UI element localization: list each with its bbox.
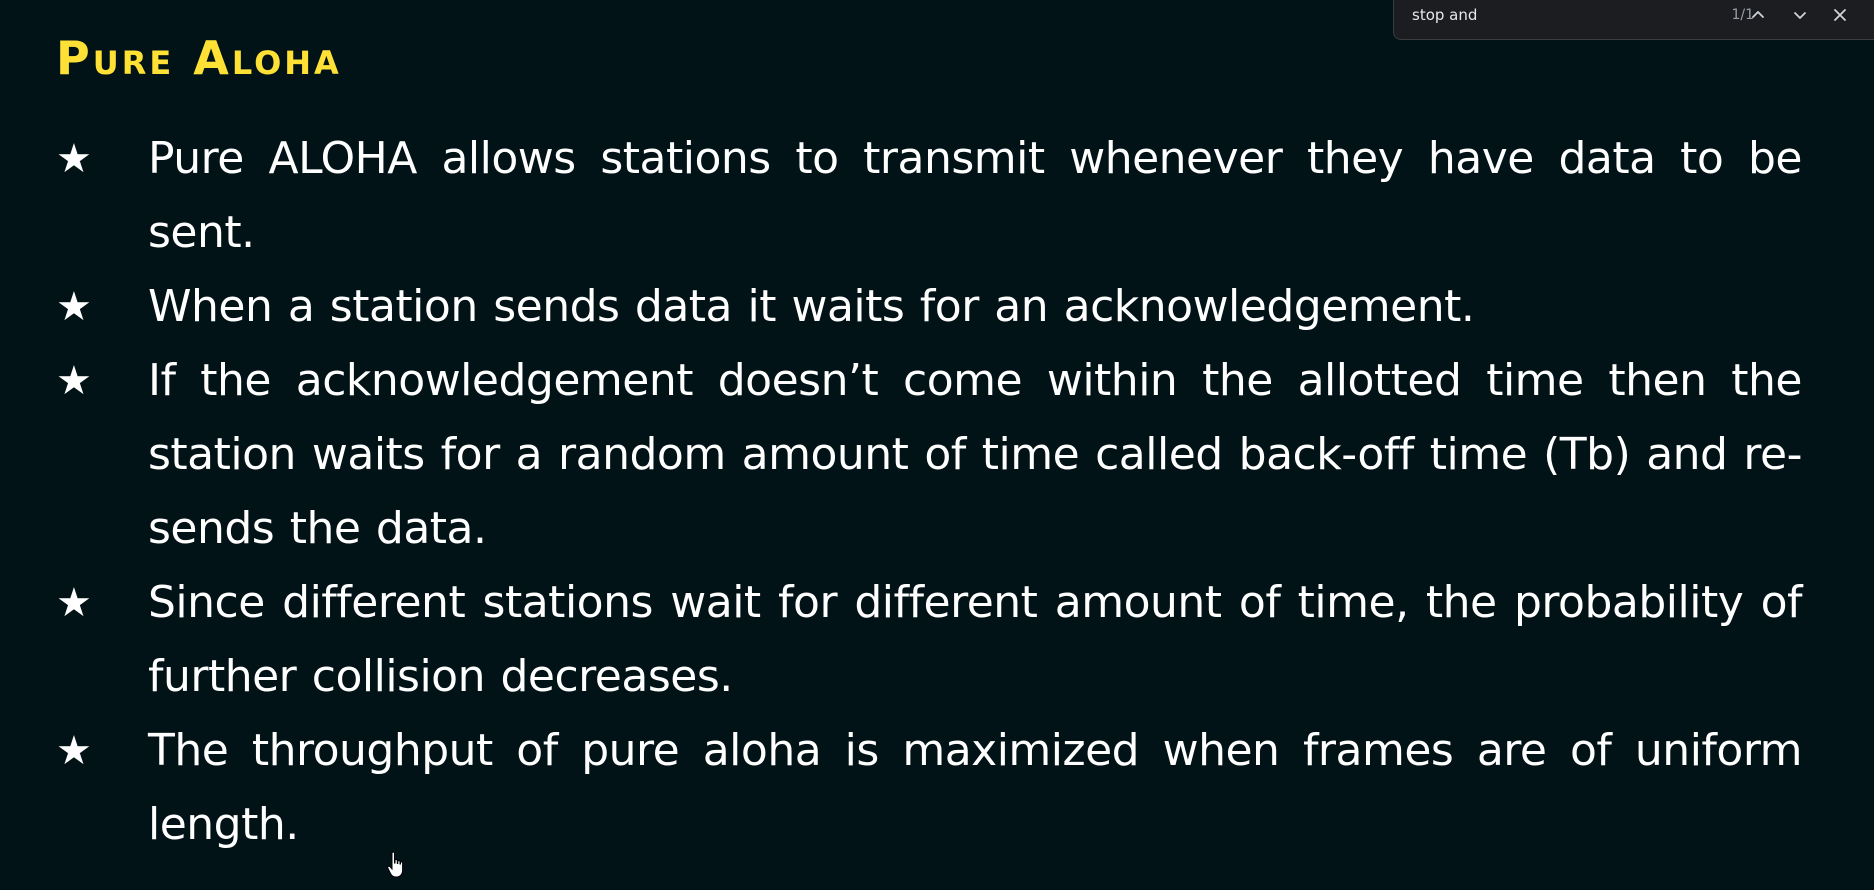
find-match-count: 1/1 [1731, 7, 1754, 23]
star-icon: ★ [56, 358, 92, 404]
hand-cursor-icon [387, 851, 404, 878]
find-previous-button[interactable] [1744, 1, 1772, 29]
bullet-text: Since different stations wait for differ… [148, 577, 1803, 702]
chevron-up-icon [1752, 11, 1764, 18]
slide-title: Pure aloha [56, 31, 342, 85]
chevron-down-icon [1794, 12, 1806, 19]
bullet-item: ★ Since different stations wait for diff… [56, 566, 1803, 714]
bullet-text: The throughput of pure aloha is maximize… [148, 725, 1803, 850]
close-icon [1834, 9, 1846, 21]
star-icon: ★ [56, 136, 92, 182]
star-icon: ★ [56, 728, 92, 774]
bullet-item: ★ Pure ALOHA allows stations to transmit… [56, 122, 1803, 270]
bullet-text: Pure ALOHA allows stations to transmit w… [148, 133, 1803, 258]
bullet-list: ★ Pure ALOHA allows stations to transmit… [56, 122, 1803, 862]
find-bar: 1/1 [1393, 0, 1874, 40]
star-icon: ★ [56, 580, 92, 626]
bullet-text: When a station sends data it waits for a… [148, 281, 1475, 332]
bullet-item: ★ If the acknowledgement doesn’t come wi… [56, 344, 1803, 566]
find-next-button[interactable] [1786, 1, 1814, 29]
bullet-item: ★ When a station sends data it waits for… [56, 270, 1802, 344]
bullet-text: If the acknowledgement doesn’t come with… [148, 355, 1803, 554]
find-close-button[interactable] [1826, 1, 1854, 29]
find-input[interactable] [1412, 3, 1672, 27]
bullet-item: ★ The throughput of pure aloha is maximi… [56, 714, 1803, 862]
star-icon: ★ [56, 284, 92, 330]
